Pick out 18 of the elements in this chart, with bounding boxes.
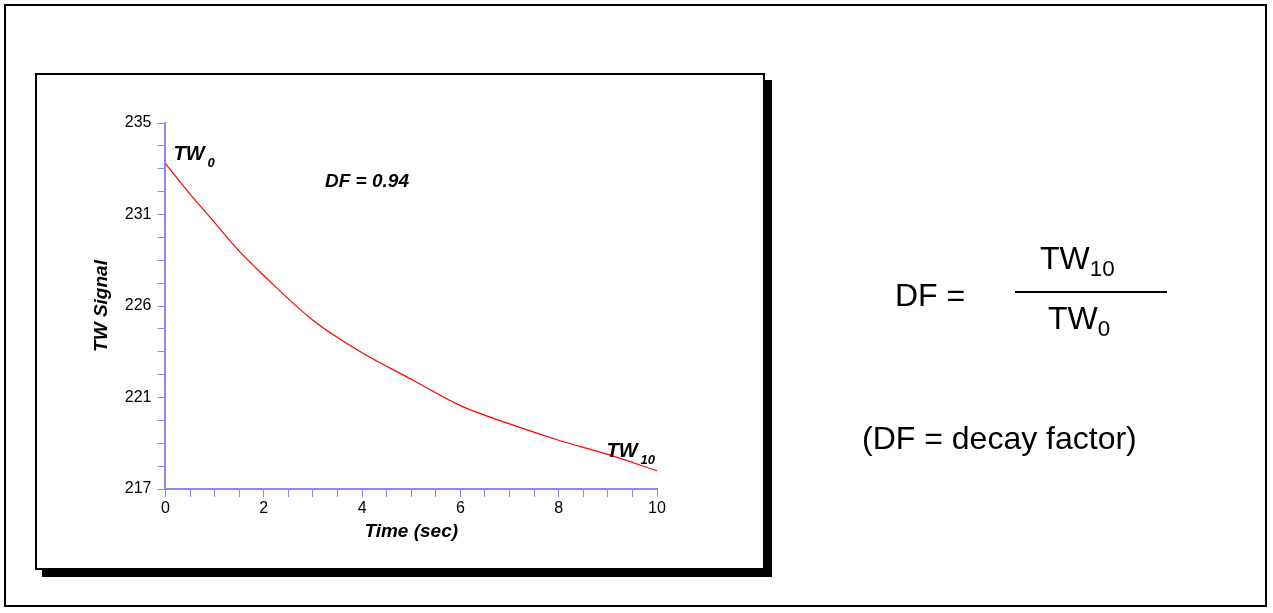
text: TW$_{0}$ [1048, 300, 1111, 343]
x-tick-label: 4 [357, 499, 367, 517]
y-tick-label: 221 [124, 387, 152, 405]
x-tick-label: 10 [648, 499, 666, 517]
y-tick-label: 226 [124, 296, 152, 314]
text: TW$_{10}$ [1040, 240, 1115, 283]
y-tick-label: 217 [124, 479, 152, 497]
y-tick-label: 231 [124, 204, 152, 222]
y-tick-label: 235 [124, 113, 152, 131]
annotation: DF = 0.94 [325, 170, 409, 192]
text: DF = [895, 277, 966, 314]
x-tick-label: 6 [455, 499, 465, 517]
x-tick-label: 8 [554, 499, 564, 517]
x-tick-label: 0 [161, 499, 171, 517]
x-axis-title: Time (sec) [364, 519, 459, 541]
y-axis-title: TW Signal [89, 259, 111, 352]
x-tick-label: 2 [259, 499, 269, 517]
text: (DF = decay factor) [862, 420, 1137, 457]
